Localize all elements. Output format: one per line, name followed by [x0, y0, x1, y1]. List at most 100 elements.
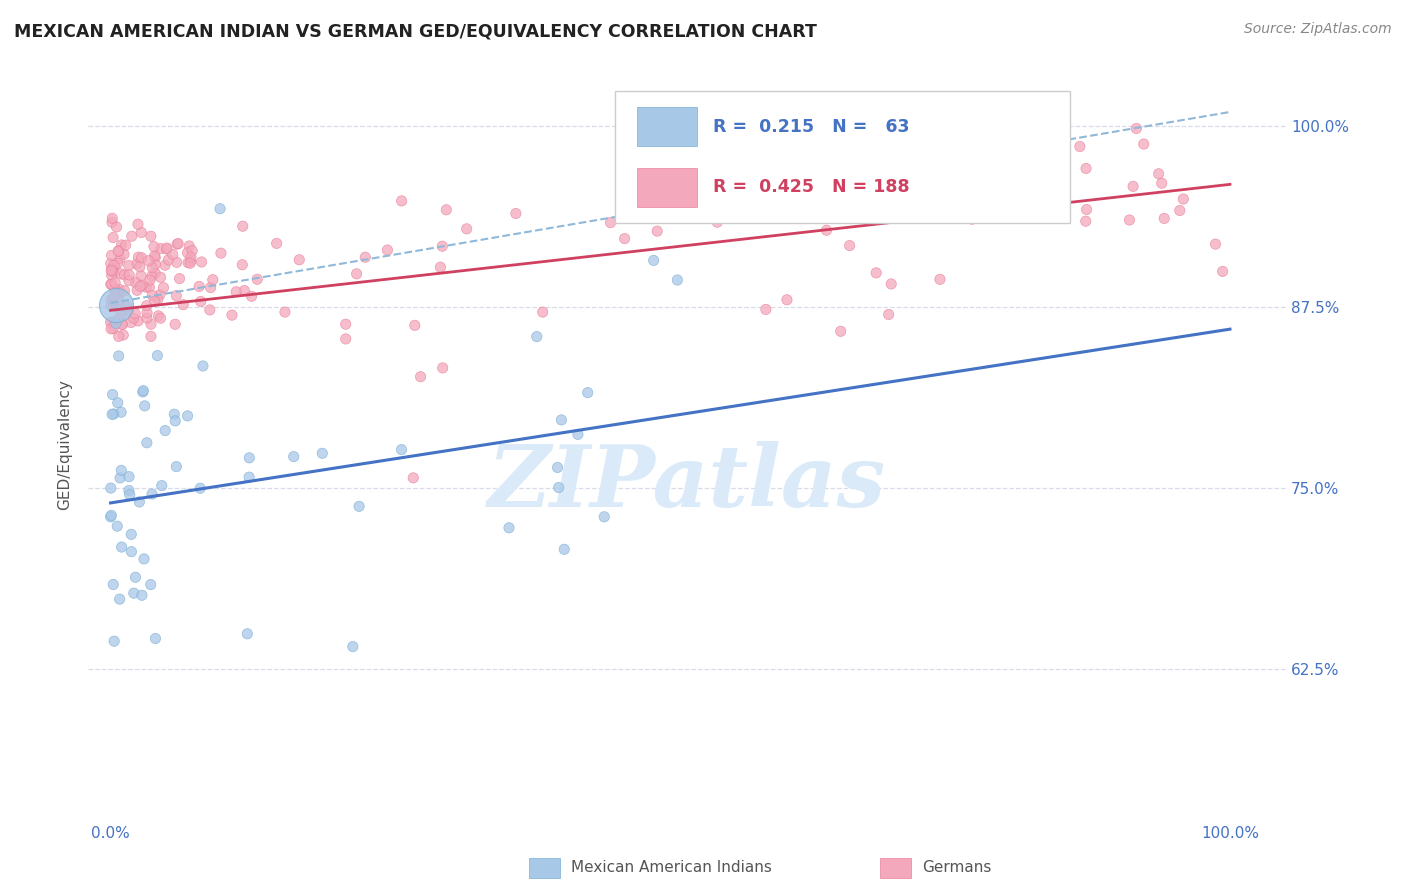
Y-axis label: GED/Equivalency: GED/Equivalency [58, 380, 72, 510]
Point [1074, 214, 1097, 228]
Point [103, 293, 125, 307]
Point [146, 293, 169, 307]
Point [139, 329, 162, 343]
Point [1069, 139, 1091, 153]
Point [114, 238, 136, 252]
Point [103, 265, 125, 279]
Point [179, 256, 201, 270]
Point [103, 289, 125, 303]
Point [100, 509, 122, 524]
Point [143, 249, 166, 263]
Point [180, 250, 202, 264]
Text: R =  0.215   N =   63: R = 0.215 N = 63 [713, 118, 910, 136]
Point [146, 349, 169, 363]
Point [100, 322, 122, 336]
Point [101, 230, 124, 244]
Point [100, 481, 122, 495]
Point [643, 253, 665, 268]
Point [132, 384, 155, 399]
Point [107, 293, 129, 307]
Point [149, 287, 172, 301]
Point [865, 266, 887, 280]
Point [127, 217, 149, 231]
Point [128, 495, 150, 509]
Point [1039, 165, 1062, 179]
Point [169, 271, 191, 285]
Point [108, 592, 131, 607]
Point [141, 260, 163, 275]
Point [347, 500, 370, 514]
Point [1204, 237, 1226, 252]
Point [124, 570, 146, 584]
Point [498, 521, 520, 535]
Point [550, 413, 572, 427]
Point [1147, 167, 1170, 181]
Point [157, 252, 180, 267]
Point [124, 307, 146, 321]
Point [889, 194, 911, 208]
Point [101, 211, 124, 226]
Point [402, 471, 425, 485]
Point [104, 276, 127, 290]
Point [114, 268, 136, 282]
Point [1118, 213, 1140, 227]
Point [432, 239, 454, 253]
Point [177, 255, 200, 269]
Point [100, 277, 122, 291]
Point [110, 308, 132, 322]
Point [138, 253, 160, 268]
Point [162, 247, 184, 261]
Point [107, 244, 129, 259]
Text: Source: ZipAtlas.com: Source: ZipAtlas.com [1244, 22, 1392, 37]
Point [1074, 161, 1097, 176]
Point [108, 252, 131, 266]
Point [149, 311, 172, 326]
Point [165, 318, 187, 332]
Point [238, 450, 260, 465]
Point [429, 260, 451, 274]
Point [100, 293, 122, 307]
Point [100, 256, 122, 270]
Point [179, 239, 201, 253]
Point [391, 194, 413, 208]
Point [145, 632, 167, 646]
Point [742, 161, 765, 176]
Point [1125, 121, 1147, 136]
Point [149, 270, 172, 285]
Text: Mexican American Indians: Mexican American Indians [571, 861, 772, 875]
Point [335, 317, 357, 331]
Point [1150, 176, 1173, 190]
Point [877, 308, 900, 322]
Point [101, 387, 124, 401]
Point [107, 329, 129, 343]
Point [432, 360, 454, 375]
Point [127, 250, 149, 264]
Point [132, 384, 155, 398]
Point [225, 285, 247, 299]
Point [143, 294, 166, 309]
Point [111, 318, 134, 332]
Point [240, 289, 263, 303]
Point [108, 282, 131, 296]
Point [129, 226, 152, 240]
Point [377, 243, 399, 257]
Point [135, 299, 157, 313]
Point [100, 277, 122, 292]
Point [131, 251, 153, 265]
Point [190, 255, 212, 269]
Point [100, 268, 122, 283]
Point [118, 259, 141, 273]
Point [103, 322, 125, 336]
Point [141, 268, 163, 283]
Point [107, 244, 129, 258]
Point [153, 258, 176, 272]
Point [354, 250, 377, 264]
Point [153, 424, 176, 438]
Point [117, 303, 139, 318]
Point [155, 242, 177, 256]
Point [101, 261, 124, 276]
Point [105, 219, 128, 234]
Point [755, 302, 778, 317]
Point [129, 268, 152, 283]
Point [176, 409, 198, 423]
